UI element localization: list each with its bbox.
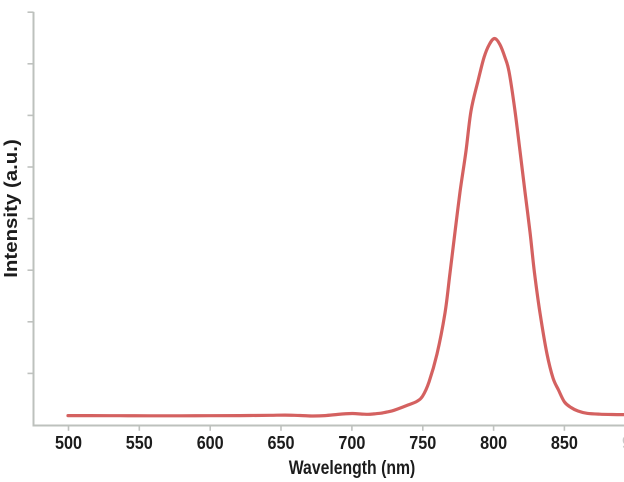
svg-text:Wavelength (nm): Wavelength (nm) [289,458,416,479]
svg-text:550: 550 [126,432,153,453]
svg-text:Intensity (a.u.): Intensity (a.u.) [0,139,21,278]
svg-text:900: 900 [622,432,624,453]
svg-text:750: 750 [409,432,436,453]
svg-text:850: 850 [551,432,578,453]
svg-text:800: 800 [480,432,507,453]
svg-text:650: 650 [268,432,295,453]
svg-text:500: 500 [55,432,82,453]
svg-text:600: 600 [197,432,224,453]
svg-text:700: 700 [338,432,365,453]
